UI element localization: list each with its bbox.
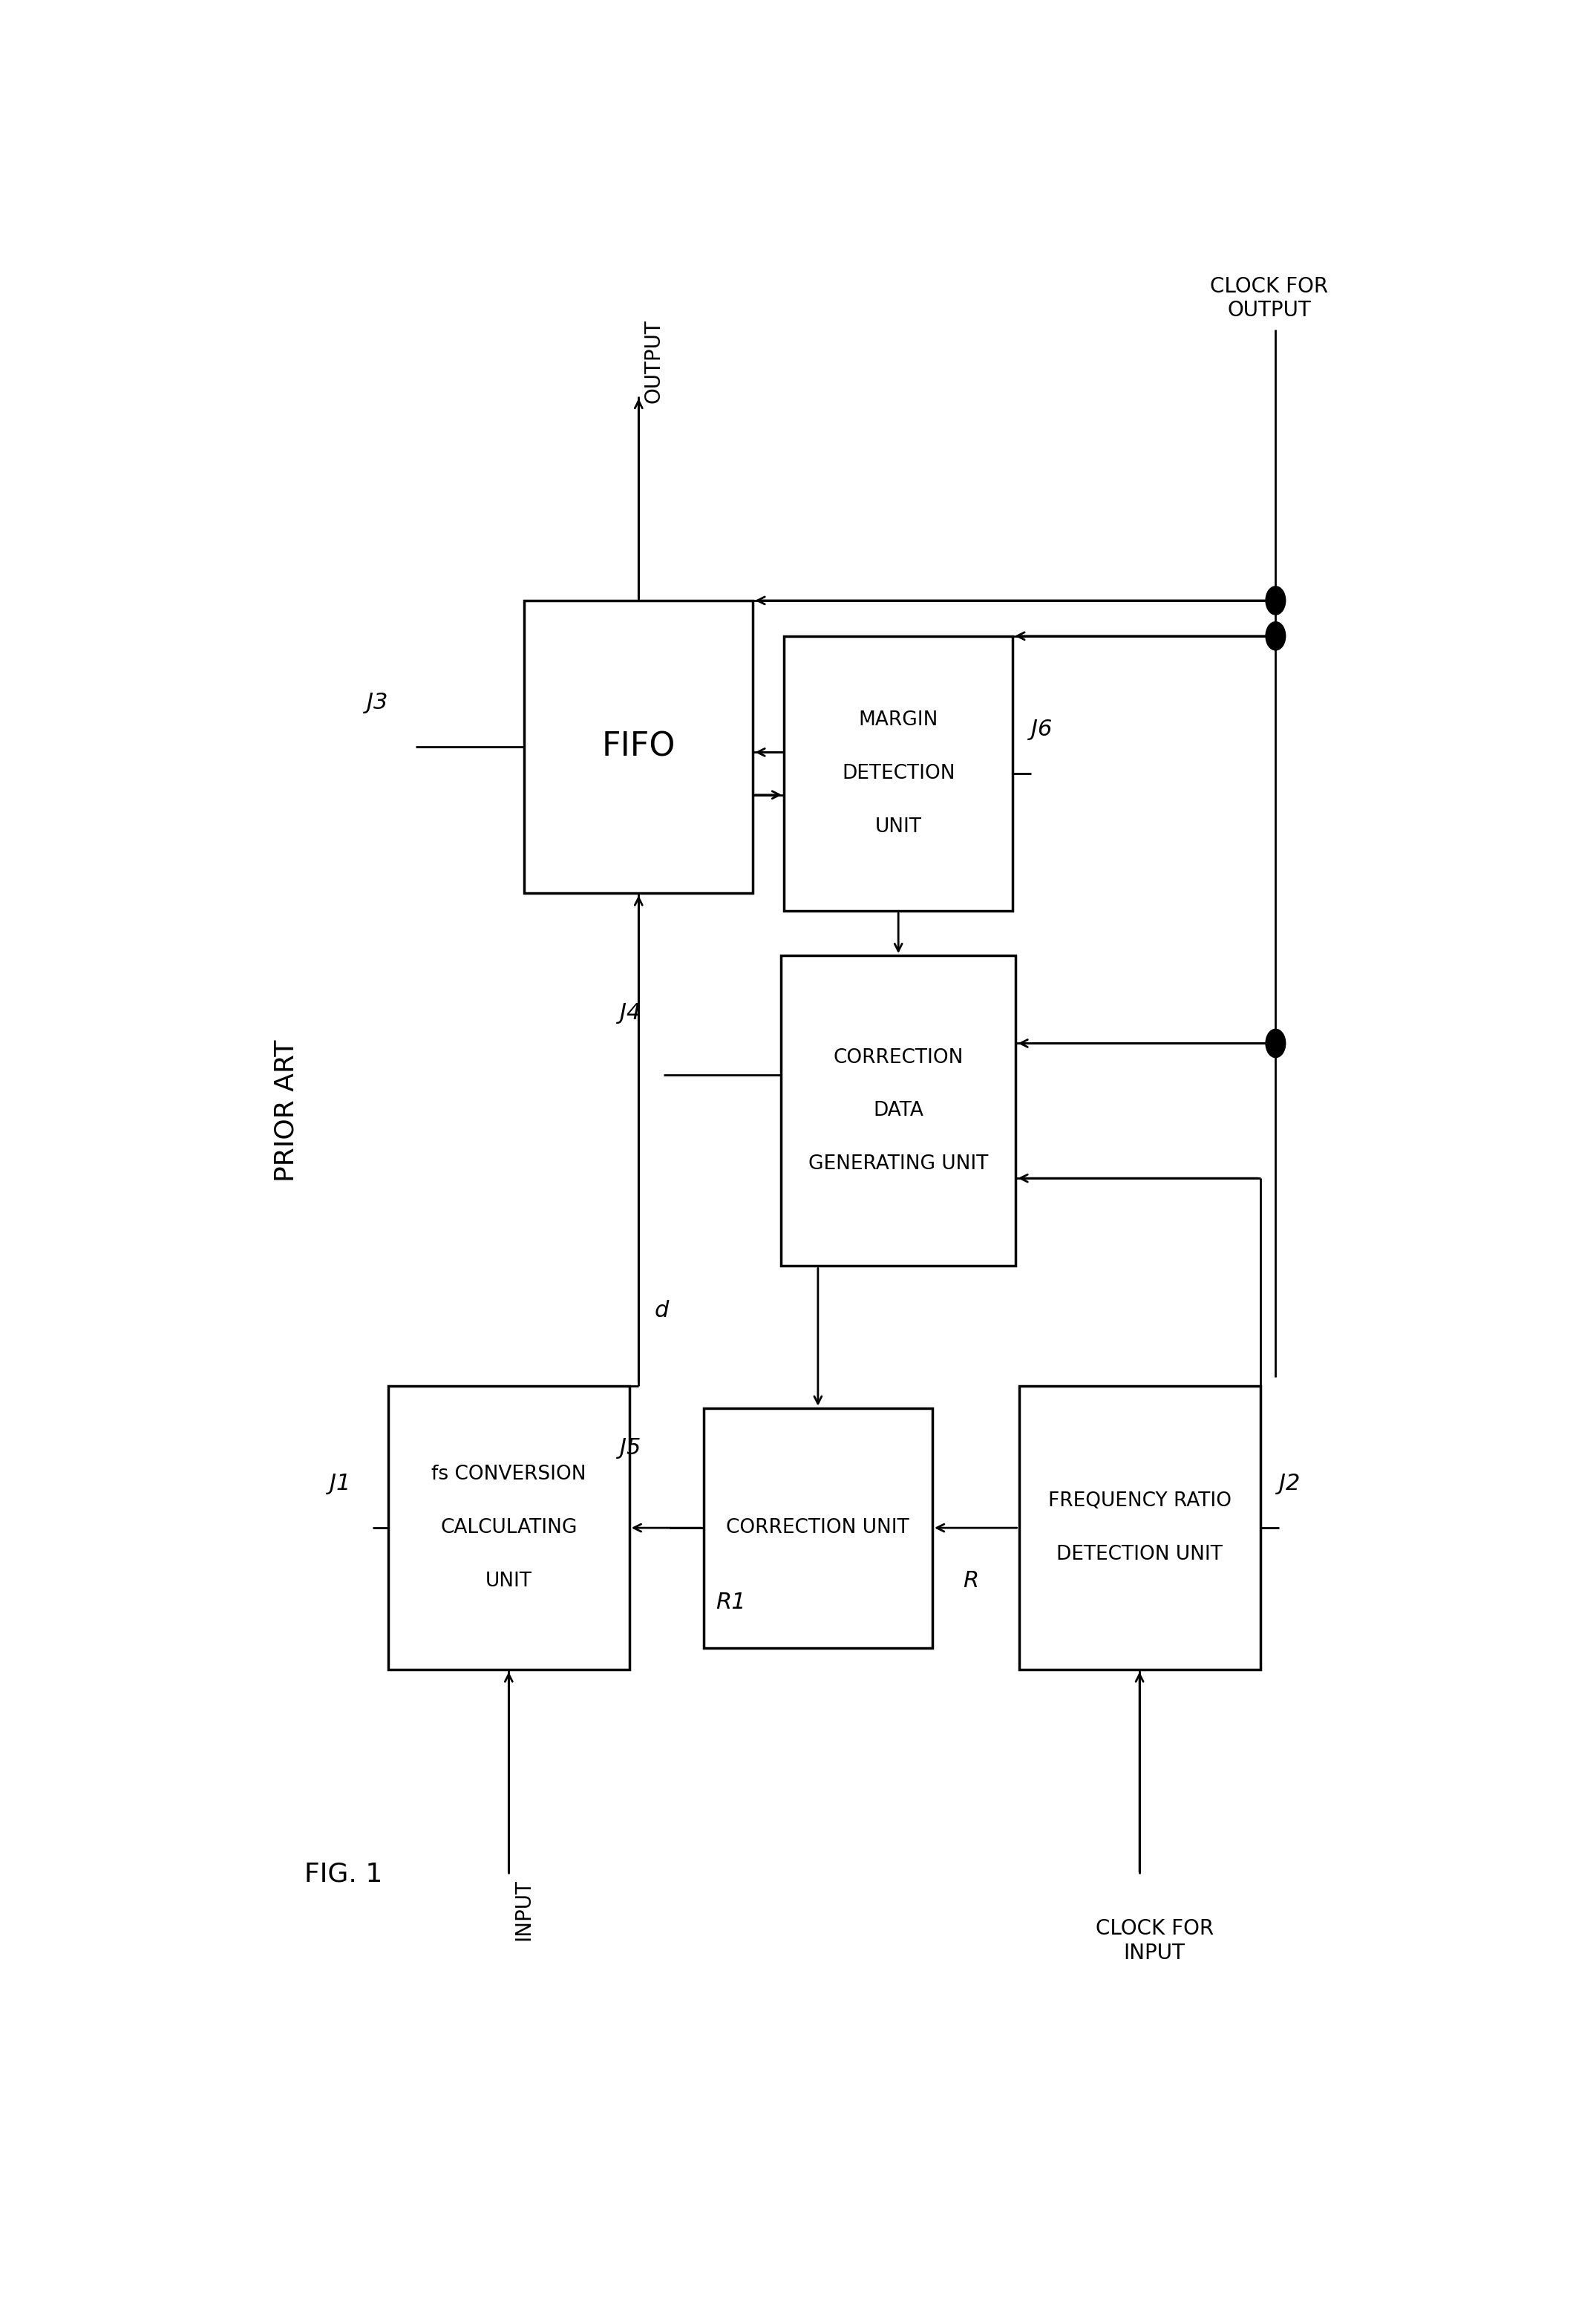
Circle shape bbox=[1266, 585, 1285, 615]
Text: FIG. 1: FIG. 1 bbox=[305, 1862, 383, 1885]
Text: DETECTION: DETECTION bbox=[841, 763, 954, 784]
Bar bbox=[780, 957, 1015, 1265]
Text: J3: J3 bbox=[367, 692, 388, 712]
Text: FIFO: FIFO bbox=[602, 731, 675, 763]
Text: INPUT: INPUT bbox=[514, 1879, 535, 1941]
Text: J5: J5 bbox=[621, 1438, 642, 1459]
Text: GENERATING UNIT: GENERATING UNIT bbox=[809, 1155, 988, 1173]
Text: J2: J2 bbox=[1278, 1473, 1299, 1494]
Text: CORRECTION UNIT: CORRECTION UNIT bbox=[726, 1519, 910, 1537]
Text: d: d bbox=[654, 1300, 669, 1321]
Text: J6: J6 bbox=[1031, 719, 1052, 740]
Text: DATA: DATA bbox=[873, 1102, 924, 1120]
Text: CORRECTION: CORRECTION bbox=[833, 1049, 964, 1067]
Bar bbox=[388, 1385, 629, 1669]
Text: CLOCK FOR
INPUT: CLOCK FOR INPUT bbox=[1095, 1918, 1213, 1964]
Text: MARGIN: MARGIN bbox=[859, 710, 938, 731]
Text: fs CONVERSION: fs CONVERSION bbox=[431, 1466, 586, 1484]
Text: DETECTION UNIT: DETECTION UNIT bbox=[1057, 1544, 1223, 1565]
Text: CLOCK FOR
OUTPUT: CLOCK FOR OUTPUT bbox=[1210, 277, 1328, 320]
Text: J1: J1 bbox=[329, 1473, 351, 1494]
Bar bbox=[523, 602, 753, 894]
Text: J4: J4 bbox=[621, 1003, 642, 1023]
Bar bbox=[784, 636, 1013, 910]
Text: R1: R1 bbox=[717, 1593, 745, 1614]
Bar bbox=[704, 1408, 932, 1648]
Text: FREQUENCY RATIO: FREQUENCY RATIO bbox=[1049, 1491, 1231, 1510]
Text: UNIT: UNIT bbox=[485, 1572, 531, 1590]
Text: PRIOR ART: PRIOR ART bbox=[273, 1040, 298, 1182]
Text: R: R bbox=[964, 1570, 978, 1593]
Bar bbox=[1018, 1385, 1261, 1669]
Circle shape bbox=[1266, 622, 1285, 650]
Text: UNIT: UNIT bbox=[875, 818, 922, 837]
Text: CALCULATING: CALCULATING bbox=[440, 1519, 578, 1537]
Circle shape bbox=[1266, 1028, 1285, 1058]
Text: OUTPUT: OUTPUT bbox=[643, 318, 664, 403]
